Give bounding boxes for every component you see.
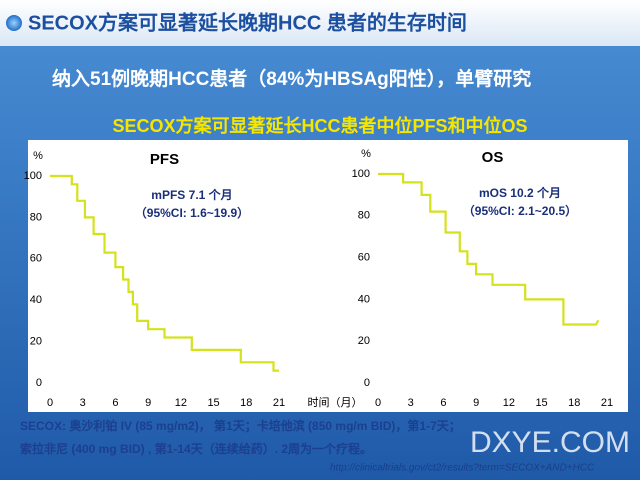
heading: SECOX方案可显著延长HCC患者中位PFS和中位OS: [112, 115, 527, 136]
y-tick-label: 100: [352, 168, 370, 180]
y-tick-label: 40: [30, 294, 42, 306]
x-tick-label: 15: [535, 397, 547, 409]
bullet: [6, 15, 22, 31]
y-axis-label: %: [33, 150, 43, 162]
y-tick-label: 20: [358, 335, 370, 347]
x-tick-label: 9: [473, 397, 479, 409]
footer-line: SECOX: 奥沙利铂 IV (85 mg/m2)， 第1天；卡培他滨 (850…: [20, 418, 461, 433]
x-tick-label: 18: [240, 397, 252, 409]
annotation: （95%CI: 1.6~19.9）: [135, 205, 249, 220]
y-axis-label: %: [361, 148, 371, 160]
y-tick-label: 80: [358, 210, 370, 222]
x-tick-label: 3: [408, 397, 414, 409]
x-tick-label: 3: [80, 397, 86, 409]
x-tick-label: 6: [112, 397, 118, 409]
y-tick-label: 60: [358, 252, 370, 264]
x-tick-label: 21: [273, 397, 285, 409]
y-tick-label: 0: [364, 377, 370, 389]
subtitle: 纳入51例晚期HCC患者（84%为HBSAg阳性），单臂研究: [52, 67, 531, 90]
x-tick-label: 18: [568, 397, 580, 409]
title-bar: [0, 0, 640, 46]
annotation: mPFS 7.1 个月: [151, 187, 232, 202]
slide-title: SECOX方案可显著延长晚期HCC 患者的生存时间: [28, 10, 467, 34]
y-tick-label: 80: [30, 211, 42, 223]
x-tick-label: 0: [47, 397, 53, 409]
chart-title: OS: [482, 149, 504, 166]
annotation: mOS 10.2 个月: [479, 185, 561, 200]
watermark: DXYE.COM: [470, 426, 630, 459]
annotation: （95%CI: 2.1~20.5）: [463, 203, 577, 218]
y-tick-label: 0: [36, 377, 42, 389]
y-tick-label: 60: [30, 253, 42, 265]
x-tick-label: 12: [503, 397, 515, 409]
survival-curve: [378, 172, 600, 326]
y-tick-label: 100: [24, 170, 42, 182]
x-tick-label: 0: [375, 397, 381, 409]
chart-title: PFS: [150, 151, 179, 168]
survival-curve: [50, 174, 279, 372]
x-axis-label: 时间（月）: [308, 396, 363, 409]
x-tick-label: 21: [601, 397, 613, 409]
x-tick-label: 9: [145, 397, 151, 409]
footer-line: 索拉非尼 (400 mg BID) , 第1-14天（连续给药）. 2周为一个疗…: [20, 441, 372, 456]
y-tick-label: 20: [30, 336, 42, 348]
x-tick-label: 12: [175, 397, 187, 409]
x-tick-label: 6: [440, 397, 446, 409]
chart-panel: [28, 140, 628, 412]
source-url: http://clinicaltrials.gov/ct2/results?te…: [330, 463, 595, 474]
x-tick-label: 15: [207, 397, 219, 409]
y-tick-label: 40: [358, 293, 370, 305]
